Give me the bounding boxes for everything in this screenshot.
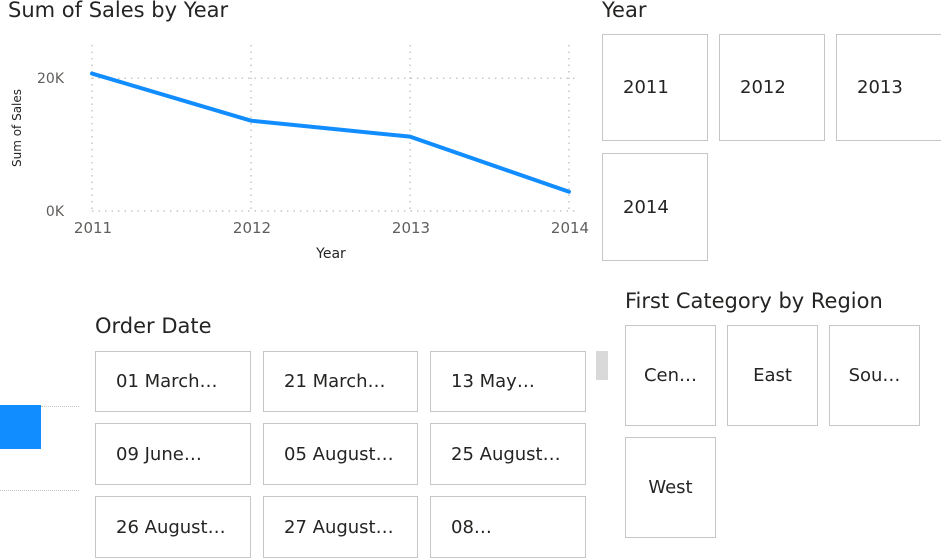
order-date-tile[interactable]: 08… xyxy=(430,496,586,558)
series-line-sales[interactable] xyxy=(90,71,571,194)
x-tick-label: 2014 xyxy=(551,219,589,237)
x-tick-label: 2013 xyxy=(392,219,430,237)
order-date-scrollbar[interactable] xyxy=(596,351,608,380)
x-axis-title: Year xyxy=(315,246,346,262)
year-tile-2011[interactable]: 2011 xyxy=(602,34,708,141)
order-date-tile[interactable]: 26 August… xyxy=(95,496,251,558)
partial-gridline xyxy=(0,490,79,491)
x-axis-ticks: 2011 2012 2013 2014 xyxy=(74,219,589,237)
order-date-tile[interactable]: 09 June… xyxy=(95,423,251,485)
y-axis-title: Sum of Sales xyxy=(10,89,24,167)
order-date-slicer-title: Order Date xyxy=(95,314,212,338)
year-tile-2012[interactable]: 2012 xyxy=(719,34,825,141)
y-tick-label: 0K xyxy=(46,204,65,220)
order-date-tile[interactable]: 13 May… xyxy=(430,351,586,412)
x-tick-label: 2011 xyxy=(74,219,112,237)
chart-gridlines xyxy=(91,45,577,212)
region-slicer-title: First Category by Region xyxy=(625,289,883,313)
order-date-tile[interactable]: 01 March… xyxy=(95,351,251,412)
region-tile-south[interactable]: Sou… xyxy=(829,325,920,426)
region-tile-central[interactable]: Cen… xyxy=(625,325,716,426)
order-date-tile[interactable]: 25 August… xyxy=(430,423,586,485)
x-tick-label: 2012 xyxy=(233,219,271,237)
year-tile-2014[interactable]: 2014 xyxy=(602,153,708,261)
order-date-tile[interactable]: 21 March… xyxy=(263,351,418,412)
y-tick-label: 20K xyxy=(37,71,65,87)
region-tile-west[interactable]: West xyxy=(625,437,716,538)
order-date-tile[interactable]: 27 August… xyxy=(263,496,418,558)
line-chart[interactable]: 0K 20K 2011 2012 2013 2014 Sum of Sales Year xyxy=(0,30,590,300)
order-date-tile[interactable]: 05 August… xyxy=(263,423,418,485)
partial-bar[interactable] xyxy=(0,405,41,449)
region-tile-east[interactable]: East xyxy=(727,325,818,426)
partial-gridline xyxy=(41,406,79,407)
y-axis-ticks: 0K 20K xyxy=(37,71,65,220)
line-chart-title: Sum of Sales by Year xyxy=(8,0,229,22)
year-slicer-title: Year xyxy=(602,0,647,22)
year-tile-2013[interactable]: 2013 xyxy=(836,34,941,141)
